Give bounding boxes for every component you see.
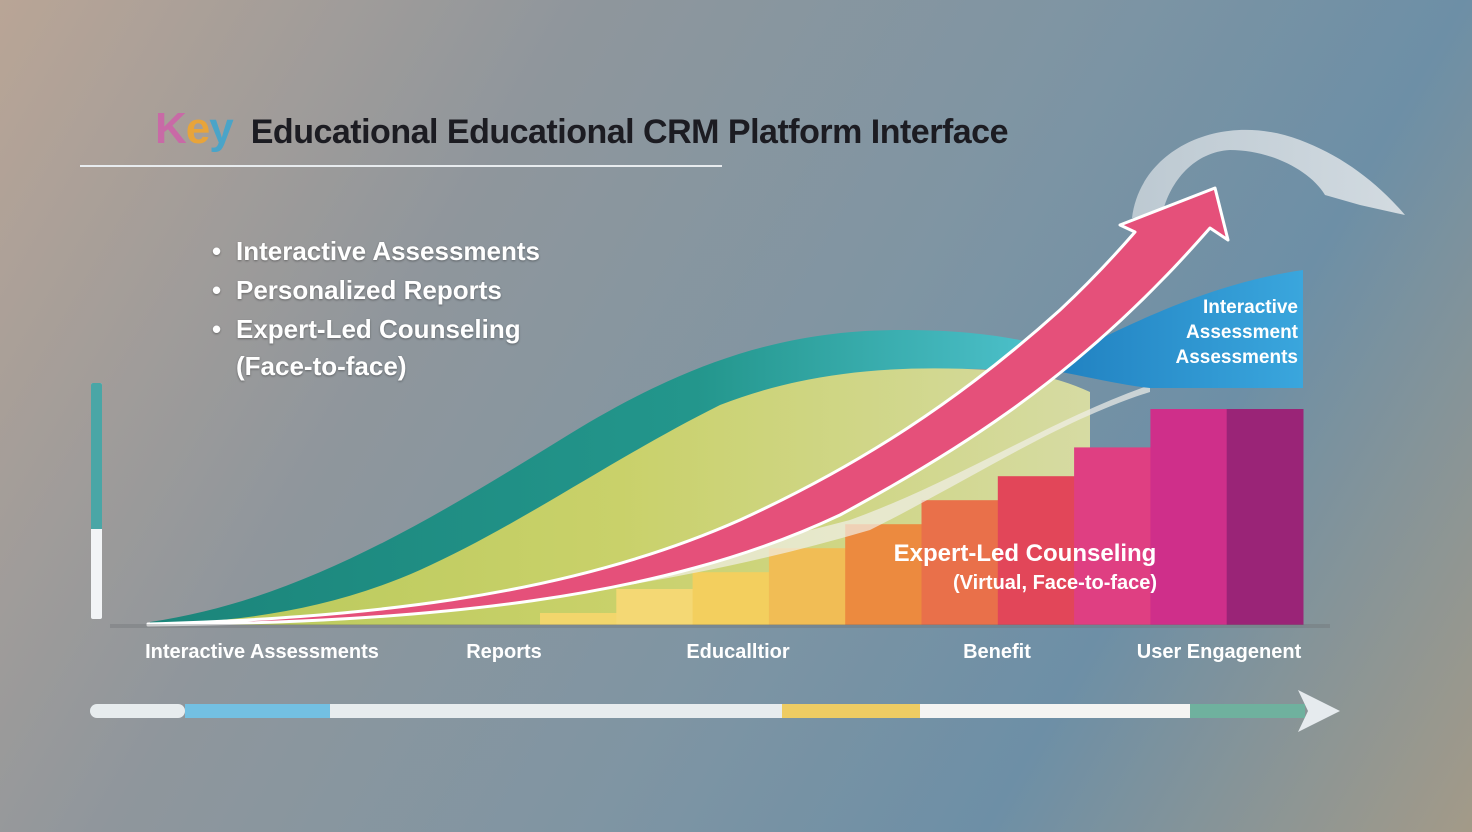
annotation-center-line-2: (Virtual, Face-to-face) xyxy=(953,572,1157,594)
x-tick-label: Benefit xyxy=(963,641,1031,663)
chart-column xyxy=(768,548,846,625)
bullet-icon: • xyxy=(212,314,222,344)
key-letter-y: y xyxy=(209,104,234,153)
vertical-progress-bar xyxy=(91,383,102,619)
timeline-arrow xyxy=(90,704,1305,718)
chart-column xyxy=(1150,409,1228,625)
feature-label-3: Expert-Led Counseling xyxy=(236,314,521,344)
chart-column xyxy=(921,500,999,625)
curl-arrow-icon xyxy=(1132,129,1405,218)
feature-label-2: Personalized Reports xyxy=(236,275,502,305)
chart-column xyxy=(997,476,1075,625)
annotation-center-right: Expert-Led Counseling (Virtual, Face-to-… xyxy=(894,540,1157,594)
key-word: Key xyxy=(155,104,234,154)
bullet-icon: • xyxy=(212,275,222,305)
feature-sub-label-3: (Face-to-face) xyxy=(236,350,407,381)
annotation-top-line-1: Interactive xyxy=(1203,297,1298,318)
chart-column xyxy=(692,572,770,625)
x-tick-label: Reports xyxy=(466,641,542,663)
annotation-center-line-1: Expert-Led Counseling xyxy=(894,540,1157,567)
x-tick-label: Educalltior xyxy=(686,641,790,663)
timeline-segment xyxy=(1190,704,1305,718)
chart-column xyxy=(616,589,694,625)
timeline-segment xyxy=(330,704,782,718)
chart-column xyxy=(1226,409,1304,625)
annotation-top-line-2: Assessment xyxy=(1186,322,1299,343)
teal-wave xyxy=(150,330,1060,624)
blue-panel xyxy=(1040,270,1303,388)
timeline-segment xyxy=(920,704,1190,718)
timeline-arrowhead-icon xyxy=(1298,690,1340,732)
key-letter-e: e xyxy=(185,104,211,153)
chart-column xyxy=(540,613,617,625)
x-tick-label: Interactive Assessments xyxy=(145,641,379,663)
annotation-top-right: Interactive Assessment Assessments xyxy=(1175,297,1298,368)
bullet-icon: • xyxy=(212,236,222,266)
feature-label-1: Interactive Assessments xyxy=(236,236,540,266)
column-series xyxy=(540,409,1304,625)
x-tick-label: User Engagenent xyxy=(1137,641,1302,663)
timeline-segment xyxy=(90,704,185,718)
feature-item-3: • Expert-Led Counseling xyxy=(212,310,540,349)
feature-item-2: • Personalized Reports xyxy=(212,271,540,310)
growth-arrow-icon xyxy=(146,186,1230,627)
chart-column xyxy=(845,524,922,625)
feature-list: • Interactive Assessments • Personalized… xyxy=(212,232,540,383)
timeline-segment xyxy=(185,704,330,718)
chart-column xyxy=(1074,447,1151,625)
x-axis-labels: Interactive Assessments Reports Educallt… xyxy=(145,641,1301,663)
key-letter-k: K xyxy=(155,104,187,153)
timeline-segment xyxy=(782,704,920,718)
feature-item-1: • Interactive Assessments xyxy=(212,232,540,271)
annotation-top-line-3: Assessments xyxy=(1175,347,1298,368)
page-title: Educational Educational CRM Platform Int… xyxy=(250,113,1009,151)
title-divider xyxy=(80,165,722,167)
title-row: Key Educational Educational CRM Platform… xyxy=(155,104,1009,154)
chart-baseline xyxy=(110,624,1330,628)
vertical-progress-fill xyxy=(91,383,102,530)
